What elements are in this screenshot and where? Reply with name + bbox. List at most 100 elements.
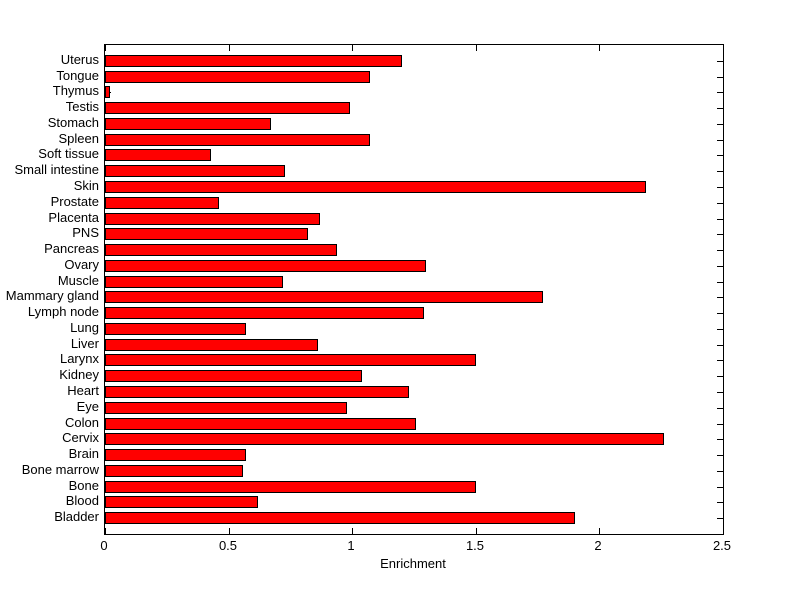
y-axis-label: Kidney — [59, 367, 99, 382]
x-tick-label: 0 — [100, 538, 108, 553]
bar-bladder — [105, 512, 575, 524]
y-axis-label: Lymph node — [27, 304, 99, 319]
x-tick-bottom — [352, 528, 353, 534]
y-tick-right — [717, 439, 723, 440]
bar-skin — [105, 181, 646, 193]
y-tick-right — [717, 108, 723, 109]
bar-brain — [105, 449, 246, 461]
y-axis-label: Small intestine — [14, 162, 99, 177]
y-tick-right — [717, 140, 723, 141]
y-axis-label: Thymus — [52, 83, 99, 98]
bar-eye — [105, 402, 347, 414]
y-axis-label: Ovary — [64, 257, 99, 272]
y-axis-label: Colon — [65, 415, 99, 430]
y-tick-right — [717, 376, 723, 377]
y-axis-label: Heart — [67, 383, 99, 398]
x-tick-label: 1 — [347, 538, 355, 553]
bar-mammary-gland — [105, 291, 543, 303]
y-tick-right — [717, 360, 723, 361]
y-axis-label: Lung — [70, 320, 99, 335]
y-tick-right — [717, 61, 723, 62]
y-axis-label: Stomach — [47, 115, 99, 130]
y-tick-right — [717, 250, 723, 251]
y-tick-right — [717, 155, 723, 156]
y-axis-label: Uterus — [60, 52, 99, 67]
plot-area — [104, 44, 724, 535]
bar-pancreas — [105, 244, 337, 256]
y-tick-right — [717, 392, 723, 393]
y-axis-label: Soft tissue — [38, 146, 99, 161]
y-tick-right — [717, 502, 723, 503]
y-tick-right — [717, 297, 723, 298]
y-axis-label: PNS — [72, 225, 99, 240]
y-axis-label: Bone marrow — [21, 462, 99, 477]
x-tick-label: 0.5 — [218, 538, 238, 553]
y-axis-label: Larynx — [59, 351, 99, 366]
y-tick-right — [717, 203, 723, 204]
y-tick-right — [717, 77, 723, 78]
bar-placenta — [105, 213, 320, 225]
x-tick-top — [723, 45, 724, 51]
bar-stomach — [105, 118, 271, 130]
bar-tongue — [105, 71, 370, 83]
x-tick-bottom — [229, 528, 230, 534]
y-axis-label: Cervix — [62, 430, 99, 445]
y-axis-label: Bladder — [54, 509, 99, 524]
bar-larynx — [105, 354, 476, 366]
y-axis-label: Muscle — [57, 273, 99, 288]
y-tick-right — [717, 518, 723, 519]
bar-prostate — [105, 197, 219, 209]
y-tick-right — [717, 329, 723, 330]
y-axis-label: Mammary gland — [5, 288, 99, 303]
y-axis-label: Eye — [76, 399, 99, 414]
y-tick-right — [717, 313, 723, 314]
y-axis-label: Skin — [73, 178, 99, 193]
bar-ovary — [105, 260, 426, 272]
x-tick-bottom — [723, 528, 724, 534]
bar-bone-marrow — [105, 465, 243, 477]
bar-pns — [105, 228, 308, 240]
y-tick-right — [717, 282, 723, 283]
x-tick-bottom — [599, 528, 600, 534]
y-axis-label: Pancreas — [44, 241, 99, 256]
bar-kidney — [105, 370, 362, 382]
y-tick-right — [717, 219, 723, 220]
x-axis-title: Enrichment — [380, 556, 446, 571]
y-axis-label: Placenta — [48, 210, 99, 225]
x-tick-top — [105, 45, 106, 51]
bar-lung — [105, 323, 246, 335]
bar-bone — [105, 481, 476, 493]
x-tick-label: 2 — [594, 538, 602, 553]
bar-cervix — [105, 433, 664, 445]
y-tick-right — [717, 266, 723, 267]
y-axis-label: Prostate — [50, 194, 99, 209]
y-axis-label: Brain — [68, 446, 99, 461]
bar-heart — [105, 386, 409, 398]
y-tick-right — [717, 124, 723, 125]
y-tick-right — [717, 455, 723, 456]
y-tick-right — [717, 92, 723, 93]
x-tick-top — [476, 45, 477, 51]
y-axis-label: Spleen — [58, 131, 99, 146]
bar-uterus — [105, 55, 402, 67]
x-tick-label: 1.5 — [465, 538, 485, 553]
y-tick-right — [717, 187, 723, 188]
y-tick-right — [717, 234, 723, 235]
y-tick-right — [717, 345, 723, 346]
x-tick-bottom — [105, 528, 106, 534]
bar-small-intestine — [105, 165, 285, 177]
x-tick-top — [229, 45, 230, 51]
y-tick-right — [717, 171, 723, 172]
y-axis-label: Liver — [70, 336, 99, 351]
y-axis-label: Bone — [68, 478, 99, 493]
bar-soft-tissue — [105, 149, 211, 161]
bar-spleen — [105, 134, 370, 146]
bar-thymus — [105, 86, 110, 98]
bar-colon — [105, 418, 416, 430]
bar-lymph-node — [105, 307, 424, 319]
y-tick-right — [717, 487, 723, 488]
y-tick-right — [717, 424, 723, 425]
y-tick-right — [717, 408, 723, 409]
x-tick-label: 2.5 — [712, 538, 732, 553]
